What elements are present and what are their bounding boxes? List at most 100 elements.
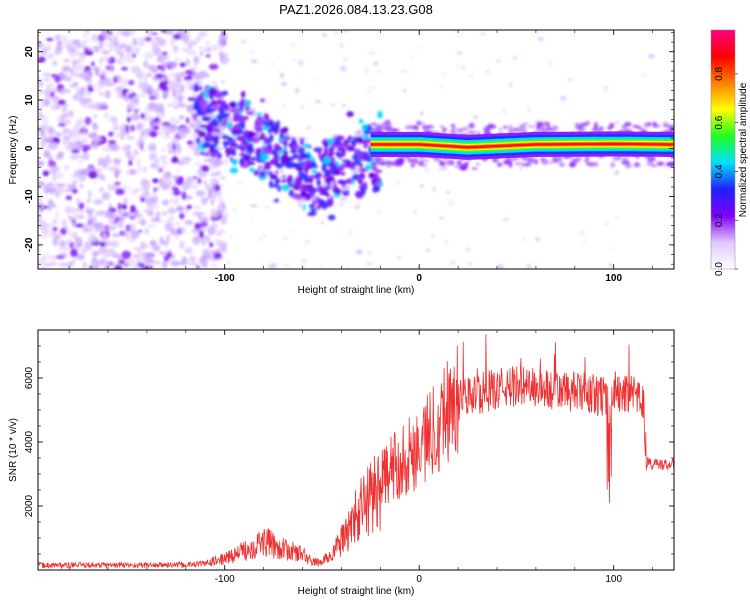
spectrogram-cell [38, 111, 43, 121]
spectrogram-cell [38, 197, 43, 202]
spectrogram-cell [574, 126, 582, 129]
spectrogram-cell [195, 265, 200, 269]
x-tick-label: 0 [416, 574, 422, 585]
spectrogram-cell [173, 57, 182, 63]
spectrogram-cell [154, 49, 160, 54]
spectrogram-cell [93, 199, 104, 205]
spectrogram-cell [257, 119, 264, 128]
spectrogram-cell [502, 217, 510, 221]
y-tick-label: 10 [24, 94, 35, 106]
spectrogram-cell [480, 32, 486, 36]
spectrogram-cell [38, 160, 45, 167]
spectrogram-cell [273, 152, 280, 161]
spectrogram-cell [148, 116, 154, 122]
spectrogram-cell [50, 91, 55, 98]
spectrogram-cell [356, 148, 361, 156]
spectrogram-cell [208, 146, 215, 154]
spectrogram-cell [120, 51, 124, 59]
spectrogram-cell [609, 263, 613, 267]
spectrogram-cell [342, 192, 350, 197]
spectrogram-cell [251, 136, 260, 144]
spectrogram-cell [543, 121, 549, 127]
spectrogram-cell [333, 137, 337, 141]
spectrogram-cell [291, 228, 295, 231]
spectrogram-cell [199, 256, 207, 265]
spectrogram-cell [241, 117, 246, 124]
spectrogram-cell [333, 30, 339, 35]
spectrogram-cell [440, 73, 447, 76]
spectrogram-cell [304, 166, 309, 174]
spectrogram-cell [246, 147, 255, 154]
spectrogram-cell [468, 122, 475, 129]
spectrogram-cell [167, 149, 177, 154]
spectrogram-cell [167, 251, 172, 256]
spectrogram-cell [206, 103, 214, 108]
spectrogram-cell [279, 133, 284, 139]
spectrogram-cell [128, 186, 132, 191]
spectrogram-cell [142, 190, 150, 197]
spectrogram-cell [200, 151, 205, 156]
spectrogram-cell [162, 183, 170, 188]
spectrogram-cell [136, 139, 145, 148]
spectrogram-cell [47, 129, 56, 134]
spectrogram-cell [176, 103, 187, 108]
spectrogram-cell [104, 210, 114, 218]
spectrogram-cell [269, 158, 279, 165]
spectrogram-cell [142, 128, 149, 135]
spectrogram-cell [290, 140, 298, 145]
spectrogram-cell [360, 187, 366, 196]
spectrogram-cell [88, 189, 92, 199]
spectrogram-cell [162, 176, 170, 181]
spectrogram-cell [91, 34, 99, 42]
spectrogram-cell [503, 108, 507, 115]
spectrogram-cell [367, 89, 371, 95]
spectrogram-cell [292, 144, 300, 149]
spectrogram-cell [80, 248, 88, 254]
spectrogram-cell [40, 139, 47, 149]
spectrogram-cell [316, 204, 321, 210]
spectrogram-cell [62, 67, 72, 73]
spectrogram-cell [140, 197, 146, 203]
spectrogram-cell [61, 247, 70, 251]
spectrogram-cell [75, 197, 82, 205]
spectrogram-cell [162, 199, 169, 206]
spectrogram-cell [67, 215, 73, 220]
spectrogram-cell [209, 241, 214, 248]
spectrogram-cell [496, 264, 504, 269]
spectrogram-cell [98, 39, 104, 47]
spectrogram-cell [418, 162, 423, 166]
spectrogram-cell [83, 47, 89, 52]
spectrogram-cell [43, 187, 49, 195]
spectrogram-cell [138, 229, 143, 233]
spectrogram-cell [445, 191, 451, 194]
spectrogram-cell [129, 215, 136, 220]
spectrogram-cell [378, 70, 382, 73]
spectrogram-cell [152, 178, 159, 184]
spectrogram-cell [238, 100, 246, 109]
spectrogram-cell [323, 147, 329, 155]
spectrogram-cell [132, 247, 142, 251]
spectrogram-cell [277, 184, 282, 192]
spectrogram-cell [58, 34, 68, 44]
spectrogram-cell [165, 131, 169, 135]
spectrogram-cell [202, 180, 208, 186]
spectrogram-cell [179, 240, 185, 250]
spectrogram-cell [285, 162, 294, 169]
spectrogram-cell [177, 94, 183, 103]
spectrogram-cell [280, 179, 287, 184]
spectrogram-cell [128, 159, 133, 166]
spectrogram-cell [66, 46, 77, 54]
spectrogram-cell [75, 120, 85, 125]
spectrogram-cell [204, 235, 212, 242]
spectrogram-cell [162, 61, 170, 67]
spectrogram-cell [632, 163, 642, 167]
spectrogram-cell [184, 69, 194, 75]
spectrogram-cell [113, 116, 118, 125]
spectrogram-cell [143, 60, 149, 68]
spectrogram-cell [58, 123, 66, 127]
spectrogram-cell [211, 80, 217, 84]
spectrogram-cell [308, 212, 317, 216]
spectrogram-cell [288, 156, 298, 160]
spectrogram-cell [291, 192, 301, 199]
spectrogram-cell [409, 56, 413, 59]
